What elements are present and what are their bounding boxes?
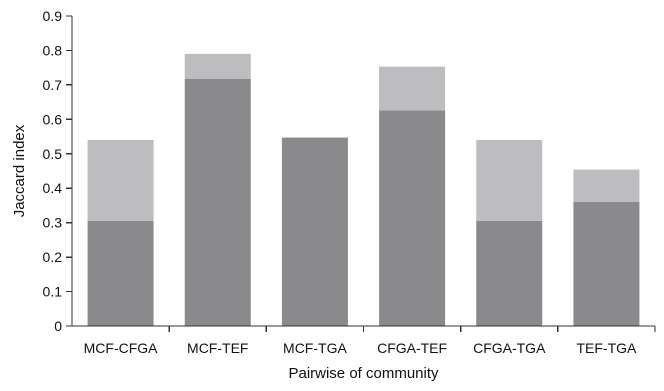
x-tick-label: CFGA-TEF bbox=[377, 340, 447, 356]
bar-segment-lower bbox=[379, 110, 446, 326]
x-tick-label: MCF-TEF bbox=[187, 340, 248, 356]
bar-segment-lower bbox=[184, 78, 251, 326]
x-tick-label: TEF-TGA bbox=[576, 340, 637, 356]
x-ticks-group: MCF-CFGA MCF-TEF MCF-TGA CFGA-TEF CFGA-TGA TE… bbox=[84, 326, 656, 356]
bar-segment-upper bbox=[476, 140, 543, 221]
y-tick-label: 0.6 bbox=[43, 111, 63, 127]
y-tick-label: 0.4 bbox=[43, 180, 63, 196]
bar-segment-lower bbox=[281, 137, 348, 326]
y-ticks-group: 0 0.1 0.2 0.3 0.4 0.5 0.6 0.7 0.8 0.9 bbox=[43, 8, 72, 334]
x-tick-label: MCF-TGA bbox=[283, 340, 347, 356]
bar-segment-lower bbox=[573, 202, 640, 326]
x-tick-label: CFGA-TGA bbox=[473, 340, 546, 356]
y-tick-label: 0.7 bbox=[43, 77, 63, 93]
y-tick-label: 0.1 bbox=[43, 284, 63, 300]
y-tick-label: 0.2 bbox=[43, 249, 63, 265]
y-tick-label: 0.5 bbox=[43, 146, 63, 162]
bar-segment-lower bbox=[476, 220, 543, 326]
bars-group bbox=[87, 53, 640, 326]
x-axis-title: Pairwise of community bbox=[288, 365, 439, 382]
bar-segment-upper bbox=[87, 140, 154, 221]
y-tick-label: 0 bbox=[54, 318, 62, 334]
axes-group bbox=[71, 16, 655, 327]
bar-segment-upper bbox=[573, 169, 640, 202]
bar-segment-upper bbox=[184, 53, 251, 79]
bar-segment-lower bbox=[87, 220, 154, 326]
bar-segment-upper bbox=[379, 66, 446, 111]
y-tick-label: 0.8 bbox=[43, 42, 63, 58]
y-tick-label: 0.9 bbox=[43, 8, 63, 24]
y-tick-label: 0.3 bbox=[43, 215, 63, 231]
y-axis-title: Jaccard index bbox=[11, 124, 28, 217]
x-tick-label: MCF-CFGA bbox=[84, 340, 159, 356]
